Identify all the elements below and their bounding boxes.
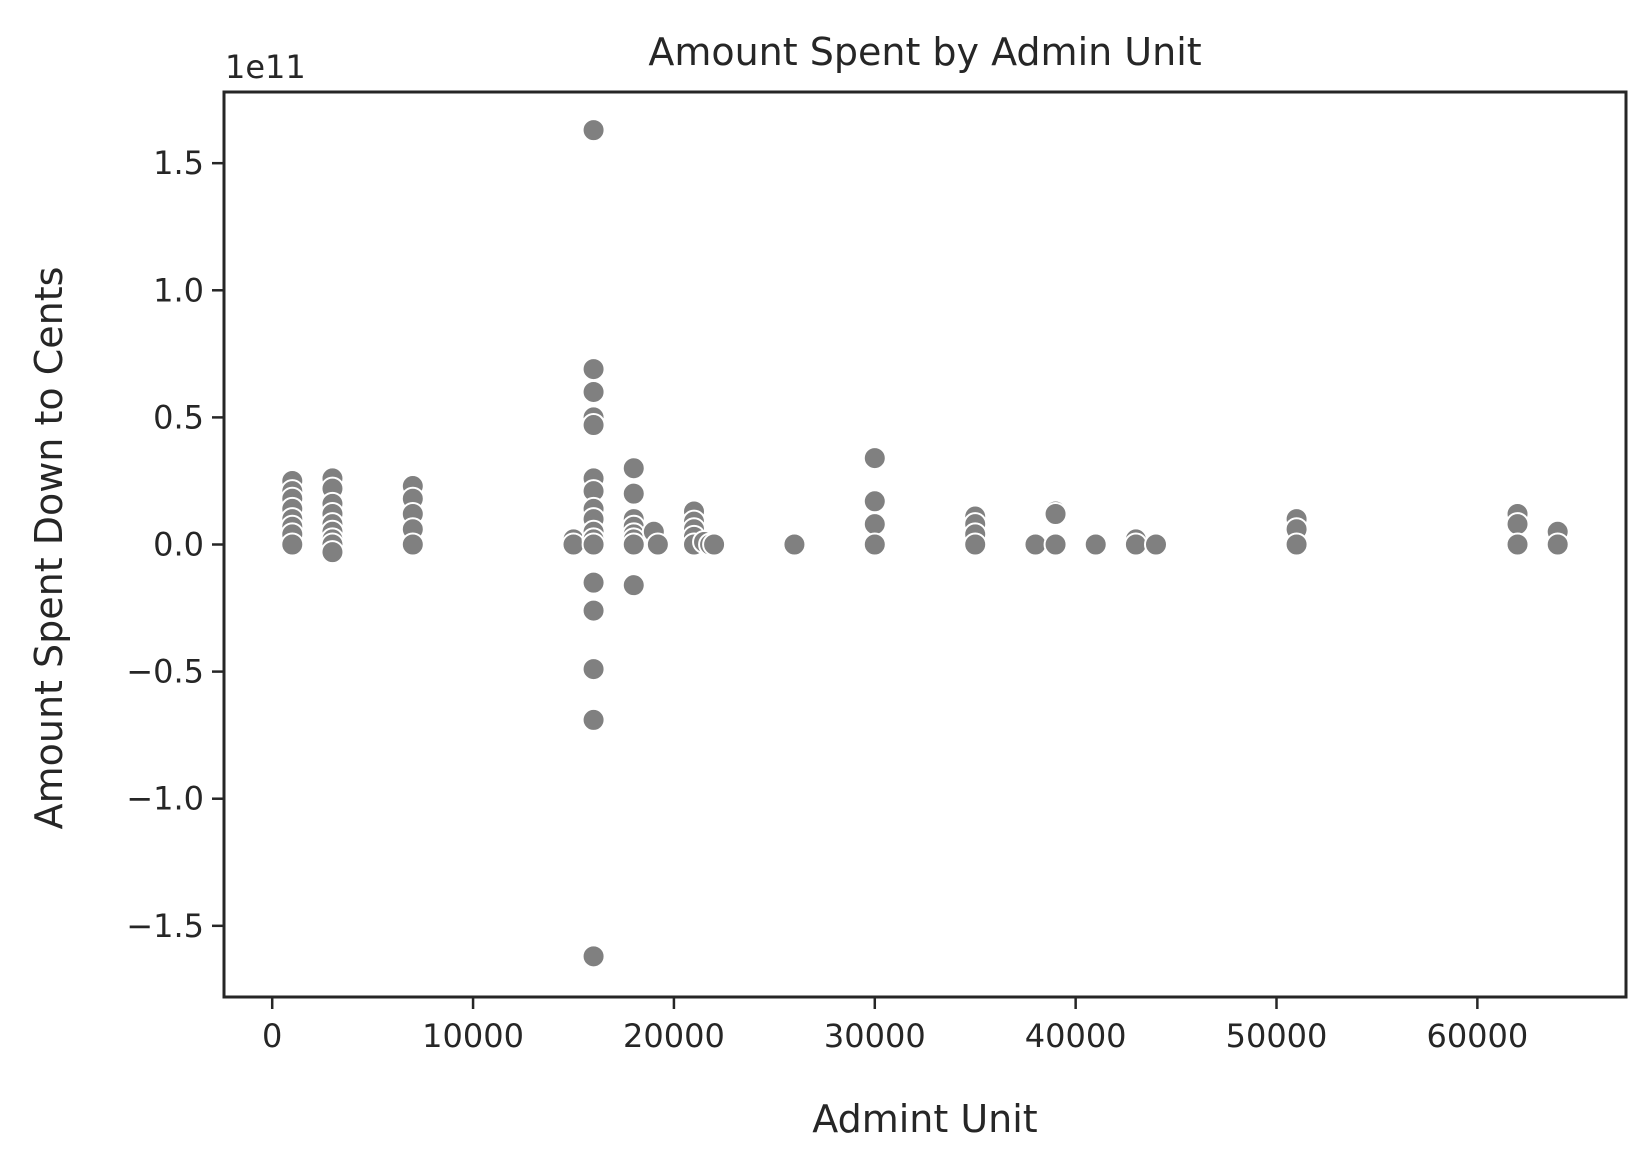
plot-area-frame (222, 90, 1628, 999)
data-point (581, 118, 606, 143)
data-point (621, 573, 646, 598)
data-point (581, 379, 606, 404)
data-point (645, 532, 670, 557)
data-point (1123, 532, 1148, 557)
y-axis-label: Amount Spent Down to Cents (27, 267, 71, 830)
data-point (1284, 532, 1309, 557)
data-point (581, 598, 606, 623)
data-point (621, 532, 646, 557)
y-tick-label: 0.0 (153, 526, 204, 564)
data-point (400, 532, 425, 557)
data-point (280, 532, 305, 557)
data-point (862, 489, 887, 514)
x-tick-label: 10000 (422, 1017, 524, 1055)
data-point (320, 540, 345, 565)
x-tick-label: 60000 (1426, 1017, 1528, 1055)
y-axis-ticks: −1.5 −1.0 −0.5 0.0 0.5 1.0 1.5 (126, 144, 224, 945)
data-point (1505, 532, 1530, 557)
x-tick-label: 20000 (623, 1017, 725, 1055)
data-points (280, 118, 1570, 969)
data-point (621, 481, 646, 506)
x-tick-label: 50000 (1226, 1017, 1328, 1055)
data-point (1043, 532, 1068, 557)
x-axis-ticks: 0 10000 20000 30000 40000 50000 60000 (262, 997, 1528, 1055)
y-tick-label: −1.0 (126, 780, 204, 818)
data-point (581, 413, 606, 438)
data-point (1505, 512, 1530, 537)
data-point (581, 944, 606, 969)
data-point (1143, 532, 1168, 557)
chart-title: Amount Spent by Admin Unit (648, 30, 1201, 74)
x-tick-label: 40000 (1025, 1017, 1127, 1055)
y-tick-label: 0.5 (153, 398, 204, 436)
data-point (581, 357, 606, 382)
x-axis-label: Admint Unit (812, 1097, 1037, 1141)
data-point (1545, 532, 1570, 557)
data-point (862, 512, 887, 537)
data-point (581, 707, 606, 732)
data-point (862, 532, 887, 557)
x-tick-label: 0 (262, 1017, 282, 1055)
y-tick-label: −1.5 (126, 907, 204, 945)
data-point (581, 657, 606, 682)
x-tick-label: 30000 (824, 1017, 926, 1055)
data-point (621, 456, 646, 481)
y-axis-offset-label: 1e11 (225, 48, 306, 86)
data-point (1083, 532, 1108, 557)
data-point (862, 446, 887, 471)
data-point (1023, 532, 1048, 557)
data-point (782, 532, 807, 557)
y-tick-label: 1.0 (153, 271, 204, 309)
data-point (1043, 501, 1068, 526)
data-point (581, 532, 606, 557)
data-point (581, 570, 606, 595)
y-tick-label: −0.5 (126, 653, 204, 691)
y-tick-label: 1.5 (153, 144, 204, 182)
data-point (702, 532, 727, 557)
data-point (963, 532, 988, 557)
data-point (561, 532, 586, 557)
